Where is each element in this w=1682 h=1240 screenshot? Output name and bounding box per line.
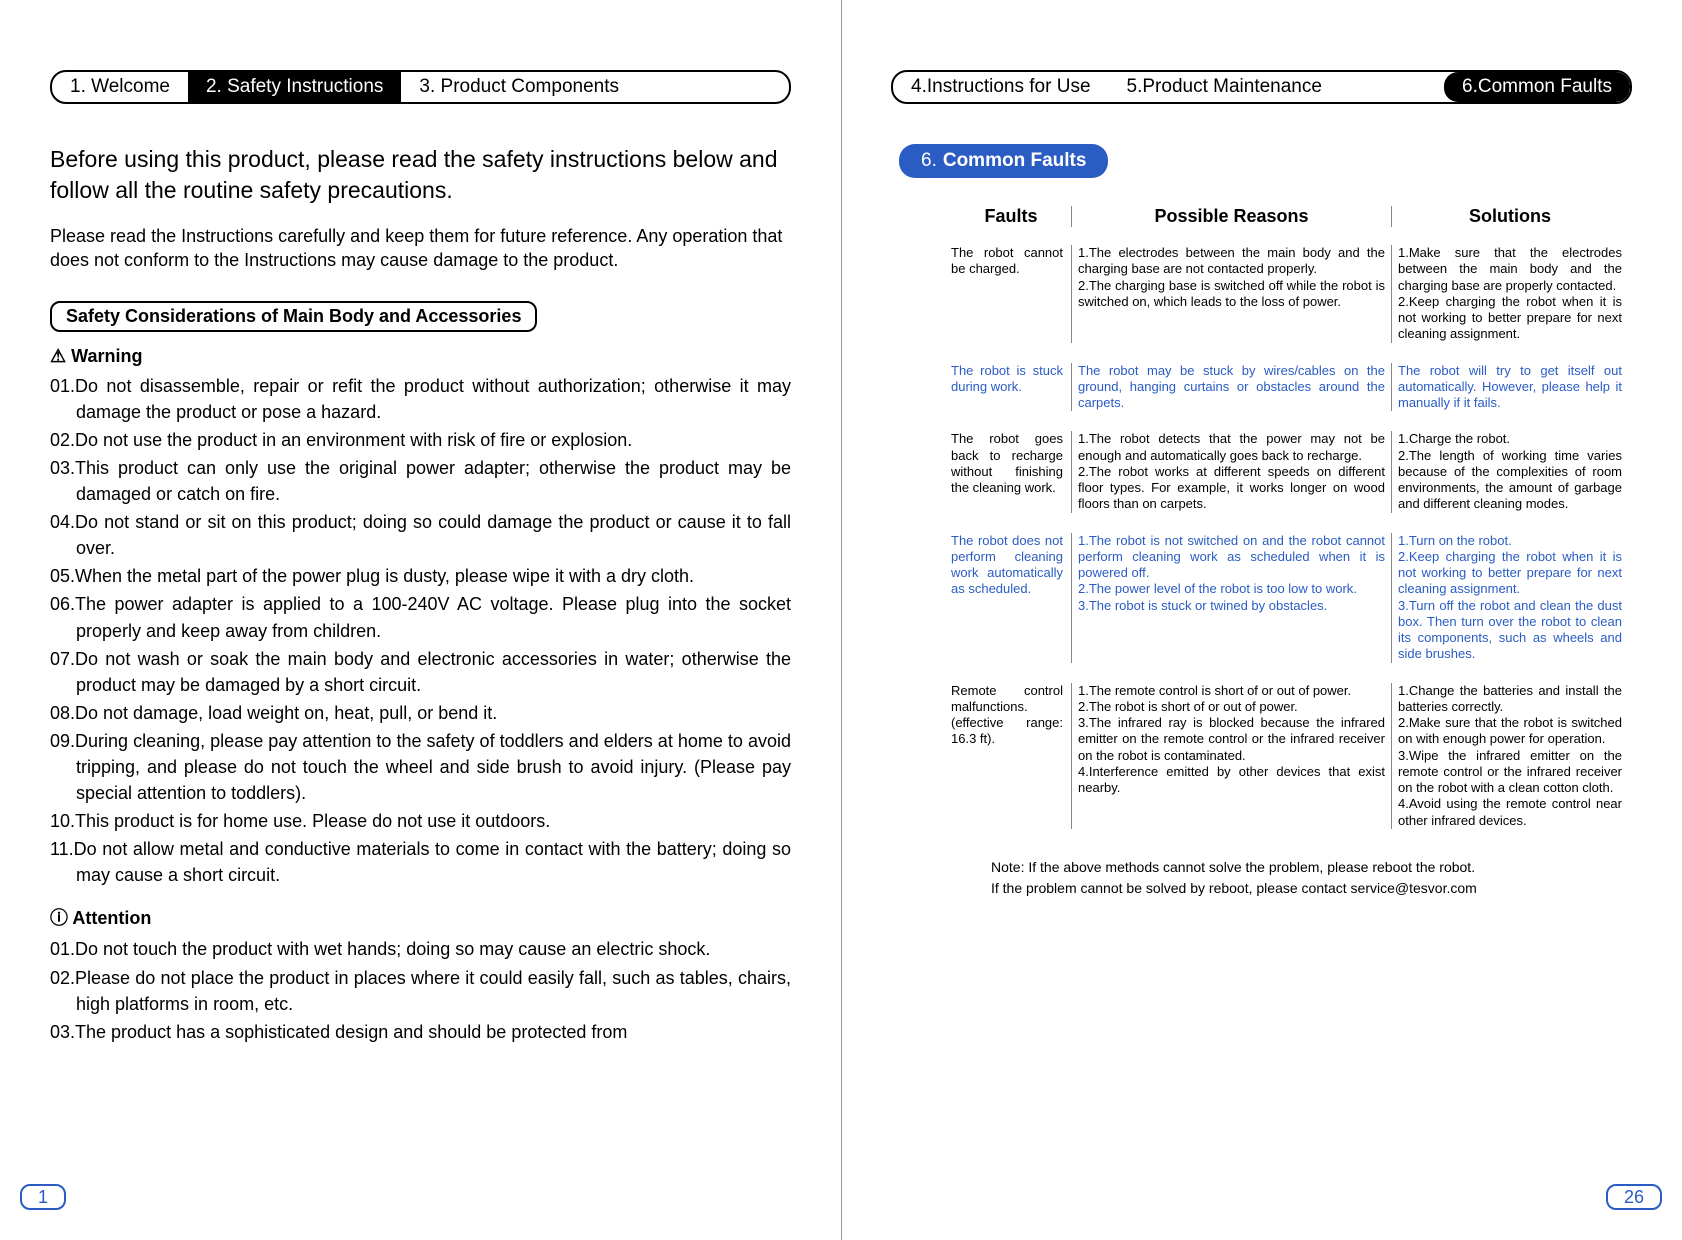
attention-heading: ⓘ Attention: [50, 904, 791, 930]
section-title-pill: Safety Considerations of Main Body and A…: [50, 301, 537, 332]
tab-maintenance[interactable]: 5.Product Maintenance: [1109, 72, 1340, 102]
fault-cell: The robot does not perform cleaning work…: [951, 533, 1071, 663]
warning-item: 01.Do not disassemble, repair or refit t…: [50, 373, 791, 425]
solution-cell: 1.Charge the robot. 2.The length of work…: [1392, 431, 1622, 512]
fault-table-header: Faults Possible Reasons Solutions: [951, 206, 1622, 227]
warning-item: 04.Do not stand or sit on this product; …: [50, 509, 791, 561]
warning-item: 05.When the metal part of the power plug…: [50, 563, 791, 589]
warning-item: 06.The power adapter is applied to a 100…: [50, 591, 791, 643]
reason-cell: The robot may be stuck by wires/cables o…: [1071, 363, 1392, 412]
footnote: Note: If the above methods cannot solve …: [991, 857, 1632, 899]
fault-table: Faults Possible Reasons Solutions The ro…: [951, 206, 1622, 829]
solution-cell: 1.Turn on the robot. 2.Keep charging the…: [1392, 533, 1622, 663]
fault-row: The robot goes back to recharge without …: [951, 431, 1622, 512]
warning-heading: ⚠ Warning: [50, 346, 791, 367]
header-solutions: Solutions: [1392, 206, 1622, 227]
chip-label: Common Faults: [943, 150, 1087, 171]
warning-item: 07.Do not wash or soak the main body and…: [50, 646, 791, 698]
attention-item: 02.Please do not place the product in pl…: [50, 965, 791, 1017]
solution-cell: The robot will try to get itself out aut…: [1392, 363, 1622, 412]
reason-cell: 1.The robot is not switched on and the r…: [1071, 533, 1392, 663]
footnote-line: Note: If the above methods cannot solve …: [991, 857, 1632, 878]
solution-cell: 1.Make sure that the electrodes between …: [1392, 245, 1622, 343]
tab-welcome[interactable]: 1. Welcome: [52, 72, 188, 102]
header-reasons: Possible Reasons: [1071, 206, 1392, 227]
warning-item: 11.Do not allow metal and conductive mat…: [50, 836, 791, 888]
page-number-right: 26: [1606, 1184, 1662, 1210]
tab-bar-right: 4.Instructions for Use 5.Product Mainten…: [891, 70, 1632, 104]
header-faults: Faults: [951, 206, 1071, 227]
fault-cell: Remote control malfunctions. (effective …: [951, 683, 1071, 829]
tab-components[interactable]: 3. Product Components: [401, 72, 637, 102]
attention-list: 01.Do not touch the product with wet han…: [50, 936, 791, 1044]
attention-item: 01.Do not touch the product with wet han…: [50, 936, 791, 962]
warning-item: 10.This product is for home use. Please …: [50, 808, 791, 834]
page-number-left: 1: [20, 1184, 66, 1210]
tab-safety[interactable]: 2. Safety Instructions: [188, 72, 401, 102]
left-page: 1. Welcome 2. Safety Instructions 3. Pro…: [0, 0, 841, 1240]
fault-cell: The robot goes back to recharge without …: [951, 431, 1071, 512]
attention-item: 03.The product has a sophisticated desig…: [50, 1019, 791, 1045]
tab-bar-left: 1. Welcome 2. Safety Instructions 3. Pro…: [50, 70, 791, 104]
fault-row: The robot cannot be charged. 1.The elect…: [951, 245, 1622, 343]
reason-cell: 1.The electrodes between the main body a…: [1071, 245, 1392, 343]
fault-cell: The robot cannot be charged.: [951, 245, 1071, 343]
section-chip: 6. Common Faults: [899, 144, 1108, 178]
warning-item: 02.Do not use the product in an environm…: [50, 427, 791, 453]
fault-row: The robot does not perform cleaning work…: [951, 533, 1622, 663]
solution-cell: 1.Change the batteries and install the b…: [1392, 683, 1622, 829]
intro-text: Before using this product, please read t…: [50, 144, 791, 206]
warning-item: 09.During cleaning, please pay attention…: [50, 728, 791, 806]
reason-cell: 1.The robot detects that the power may n…: [1071, 431, 1392, 512]
fault-cell: The robot is stuck during work.: [951, 363, 1071, 412]
fault-row: Remote control malfunctions. (effective …: [951, 683, 1622, 829]
fault-row: The robot is stuck during work. The robo…: [951, 363, 1622, 412]
warning-list: 01.Do not disassemble, repair or refit t…: [50, 373, 791, 889]
tab-common-faults[interactable]: 6.Common Faults: [1444, 72, 1630, 102]
subintro-text: Please read the Instructions carefully a…: [50, 224, 791, 273]
reason-cell: 1.The remote control is short of or out …: [1071, 683, 1392, 829]
chip-number: 6.: [921, 150, 937, 171]
footnote-line: If the problem cannot be solved by reboo…: [991, 878, 1632, 899]
warning-item: 03.This product can only use the origina…: [50, 455, 791, 507]
warning-item: 08.Do not damage, load weight on, heat, …: [50, 700, 791, 726]
right-page: 4.Instructions for Use 5.Product Mainten…: [841, 0, 1682, 1240]
tab-instructions[interactable]: 4.Instructions for Use: [893, 72, 1109, 102]
